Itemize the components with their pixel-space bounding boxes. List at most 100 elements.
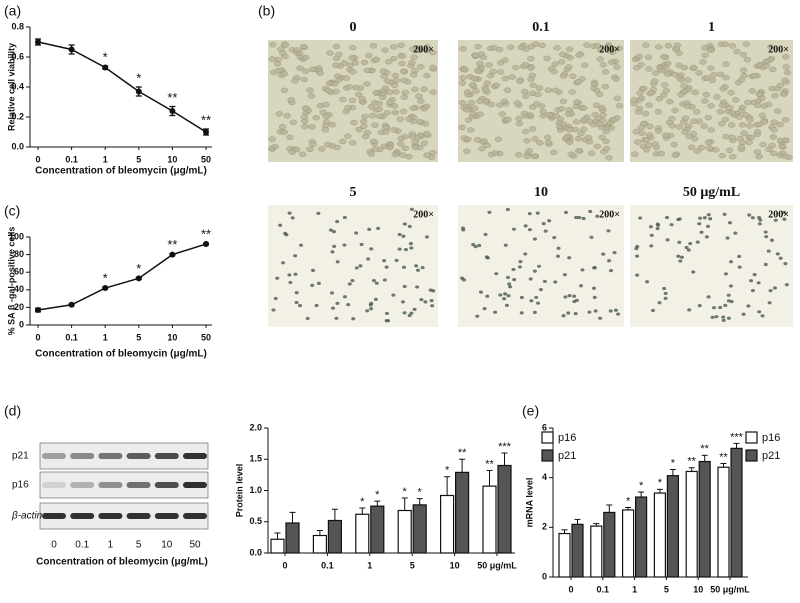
cell: [464, 136, 472, 143]
cell: [779, 91, 788, 97]
cell: [349, 140, 357, 146]
cell: [572, 294, 577, 298]
cell: [355, 126, 363, 133]
cell: [513, 100, 522, 106]
cell: [323, 141, 332, 148]
bar: [327, 519, 342, 554]
cell: [515, 120, 524, 127]
y-tick-label: 0: [19, 319, 24, 329]
cell: [409, 311, 414, 315]
cell: [727, 122, 736, 128]
cell: [543, 134, 552, 141]
panel-label: (a): [4, 3, 21, 19]
y-tick-label: 80: [14, 249, 24, 259]
cell: [348, 44, 357, 51]
cell: [651, 308, 656, 313]
cell: [748, 88, 756, 94]
cell: [755, 62, 764, 68]
cell: [593, 42, 601, 49]
cell: [525, 148, 534, 154]
cell: [701, 52, 709, 59]
cell: [738, 139, 747, 146]
y-tick-label: 0: [542, 571, 547, 581]
y-tick-label: 4: [542, 472, 547, 482]
data-point: [35, 39, 41, 45]
cell: [545, 111, 554, 118]
cell: [579, 126, 588, 133]
cell: [485, 294, 490, 298]
data-point: [169, 251, 176, 258]
panel-label: (c): [4, 203, 20, 219]
cell: [366, 257, 371, 261]
cell: [332, 244, 337, 248]
cell: [494, 136, 503, 143]
cell: [717, 120, 726, 127]
cell: [670, 141, 678, 148]
cell: [613, 308, 618, 312]
blot-band: [183, 482, 207, 488]
cell: [558, 59, 566, 65]
cell: [328, 228, 333, 232]
bar: [397, 509, 412, 554]
cell: [516, 78, 524, 85]
cell: [722, 61, 730, 67]
blot-row-label: p16: [12, 480, 29, 491]
cell: [461, 228, 466, 232]
cell: [708, 217, 713, 221]
cell: [407, 313, 412, 318]
bar: [482, 485, 497, 554]
cell: [316, 103, 325, 109]
cell: [306, 146, 314, 153]
x-tick-label: 50 μg/mL: [477, 560, 517, 570]
cell: [644, 54, 653, 60]
cell: [531, 41, 540, 47]
cell: [506, 275, 511, 280]
bar: [621, 509, 635, 578]
cell: [491, 150, 500, 156]
bar: [285, 522, 300, 554]
cell: [421, 121, 430, 127]
cell: [660, 54, 668, 60]
cell: [658, 67, 666, 74]
cell: [517, 44, 525, 51]
cell: [373, 297, 378, 301]
blot-band: [42, 482, 66, 488]
cell: [386, 319, 391, 323]
x-tick-label: 10: [167, 332, 177, 342]
cell: [347, 282, 352, 286]
legend-swatch: [745, 449, 758, 462]
cell: [543, 55, 551, 62]
cell: [390, 82, 399, 89]
y-tick-label: 0.6: [11, 51, 24, 61]
cell: [358, 96, 366, 102]
cell: [474, 43, 482, 50]
cell: [397, 232, 402, 237]
cell: [392, 89, 400, 95]
cell: [635, 273, 640, 277]
cell: [298, 151, 307, 158]
cell: [579, 105, 588, 111]
cell: [739, 67, 748, 73]
cell: [769, 134, 778, 140]
cell: [379, 68, 388, 74]
cell: [783, 69, 792, 76]
cell: [596, 47, 605, 53]
cell: [770, 127, 778, 133]
cell: [697, 222, 702, 226]
cell: [383, 78, 392, 84]
cell: [381, 85, 390, 91]
cell: [384, 58, 393, 65]
cell: [473, 245, 478, 249]
cell: [299, 43, 308, 50]
cell: [275, 67, 283, 74]
cell: [523, 153, 531, 160]
cell: [768, 66, 777, 73]
cell: [281, 42, 290, 48]
cell: [711, 306, 716, 310]
y-axis-label: % SA β -gal-positive cells: [6, 227, 16, 336]
significance: *: [103, 271, 108, 286]
cell: [737, 144, 746, 150]
cell: [397, 135, 405, 142]
cell: [697, 304, 702, 308]
significance: **: [458, 447, 467, 459]
